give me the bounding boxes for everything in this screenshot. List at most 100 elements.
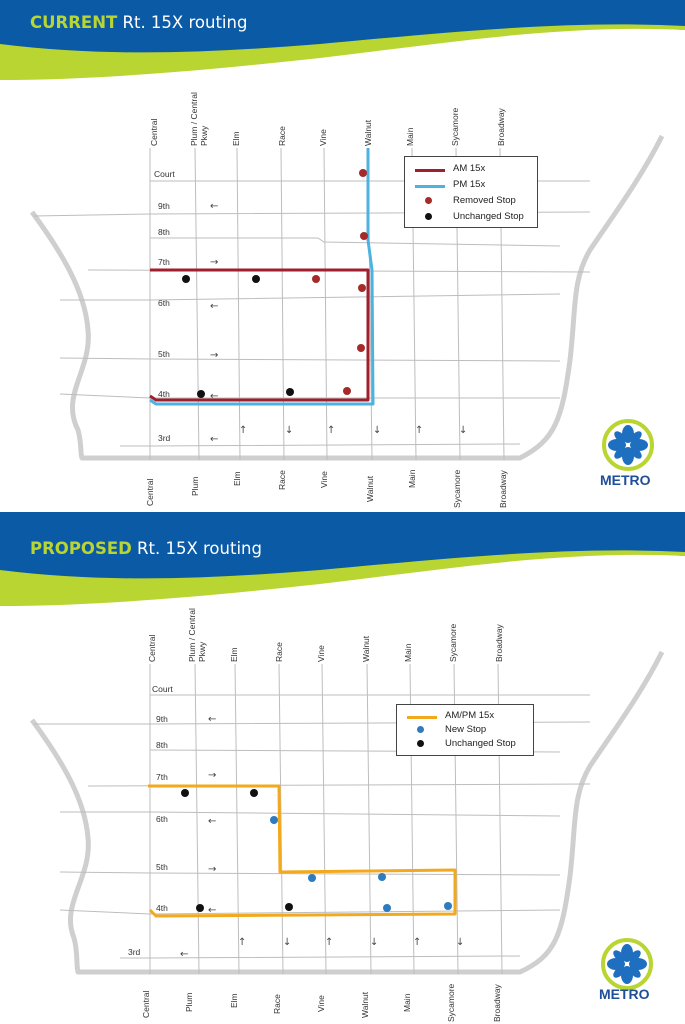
unchanged-stop bbox=[181, 789, 189, 797]
street-race bbox=[280, 147, 285, 461]
label-central-top: Central bbox=[149, 118, 159, 146]
label-vine-bottom: Vine bbox=[316, 995, 326, 1012]
street-6th bbox=[60, 293, 561, 301]
new-stop bbox=[270, 816, 278, 824]
removed-stop bbox=[312, 275, 320, 283]
unchanged-stops bbox=[181, 789, 293, 912]
current-title: CURRENT Rt. 15X routing bbox=[30, 13, 247, 32]
legend-label: AM/PM 15x bbox=[445, 710, 495, 721]
label-elm-top: Elm bbox=[231, 131, 241, 146]
arrow-main: ↑ bbox=[415, 425, 423, 436]
metro-logo-icon bbox=[602, 419, 654, 471]
label-broadway-bottom: Broadway bbox=[498, 469, 508, 508]
removed-stops bbox=[312, 169, 368, 395]
label-8th: 8th bbox=[158, 227, 170, 237]
label-main-top: Main bbox=[405, 127, 415, 146]
label-pkwy-top: Pkwy bbox=[199, 125, 209, 146]
bottom-street-labels: Central Plum Elm Race Vine Walnut Main S… bbox=[141, 983, 502, 1022]
proposed-title-rest: Rt. 15X routing bbox=[131, 539, 262, 558]
label-race-bottom: Race bbox=[277, 470, 287, 490]
top-street-labels: Central Plum / Central Pkwy Elm Race Vin… bbox=[149, 92, 506, 146]
legend-swatch bbox=[425, 213, 432, 220]
arrow-vine: ↑ bbox=[325, 937, 333, 948]
label-central-bottom: Central bbox=[145, 478, 155, 506]
street-race bbox=[278, 663, 284, 975]
legend-label: Unchanged Stop bbox=[445, 738, 516, 749]
arrow-vine: ↑ bbox=[327, 425, 335, 436]
removed-stop bbox=[343, 387, 351, 395]
label-central-top: Central bbox=[147, 634, 157, 662]
label-main-bottom: Main bbox=[407, 469, 417, 488]
unchanged-stop bbox=[182, 275, 190, 283]
header-green-swoosh bbox=[0, 24, 685, 80]
label-3rd: 3rd bbox=[128, 947, 141, 957]
new-stop bbox=[308, 874, 316, 882]
current-title-highlight: CURRENT bbox=[30, 13, 118, 32]
header-blue-band bbox=[0, 0, 685, 66]
label-vine-top: Vine bbox=[318, 129, 328, 146]
label-court: Court bbox=[152, 684, 173, 694]
label-5th: 5th bbox=[158, 349, 170, 359]
arrow-6th: ← bbox=[210, 301, 218, 312]
top-street-labels: Central Plum / Central Pkwy Elm Race Vin… bbox=[147, 608, 504, 662]
legend-swatch bbox=[417, 726, 424, 733]
cross-street-labels: Court 9th 8th 7th 6th 5th 4th 3rd bbox=[154, 169, 175, 443]
legend-item-ampm: AM/PM 15x bbox=[397, 710, 533, 724]
one-way-arrows: ← → ← → ← ← ↑ ↓ ↑ ↓ ↑ ↓ bbox=[180, 714, 464, 960]
current-title-rest: Rt. 15X routing bbox=[117, 13, 248, 32]
pm-15x-route bbox=[149, 148, 375, 406]
arrow-race: ↓ bbox=[283, 937, 291, 948]
current-map: Central Plum / Central Pkwy Elm Race Vin… bbox=[0, 0, 685, 508]
unchanged-stop bbox=[285, 903, 293, 911]
arrow-7th: → bbox=[210, 257, 218, 268]
label-sycamore-bottom: Sycamore bbox=[452, 469, 462, 508]
street-vine bbox=[323, 147, 328, 461]
removed-stop bbox=[360, 232, 368, 240]
highway-loop bbox=[29, 134, 665, 461]
arrow-elm: ↑ bbox=[238, 937, 246, 948]
street-4th bbox=[59, 393, 560, 399]
street-4th bbox=[59, 909, 561, 915]
label-9th: 9th bbox=[156, 714, 168, 724]
label-walnut-top: Walnut bbox=[361, 635, 371, 662]
label-7th: 7th bbox=[156, 772, 168, 782]
proposed-title-highlight: PROPOSED bbox=[30, 539, 132, 558]
label-3rd: 3rd bbox=[158, 433, 171, 443]
label-plum-bottom: Plum bbox=[190, 477, 200, 496]
label-race-top: Race bbox=[277, 126, 287, 146]
label-elm-top: Elm bbox=[229, 647, 239, 662]
arrow-5th: → bbox=[208, 864, 216, 875]
legend-item-new: New Stop bbox=[397, 724, 533, 738]
proposed-map: Central Plum / Central Pkwy Elm Race Vin… bbox=[0, 512, 685, 1022]
legend-swatch bbox=[417, 740, 424, 747]
label-main-bottom: Main bbox=[402, 993, 412, 1012]
metro-logo-icon bbox=[601, 938, 653, 990]
label-vine-top: Vine bbox=[316, 645, 326, 662]
unchanged-stop bbox=[197, 390, 205, 398]
arrow-3rd: ← bbox=[180, 949, 188, 960]
removed-stop bbox=[359, 169, 367, 177]
legend-label: Unchanged Stop bbox=[453, 211, 524, 222]
label-4th: 4th bbox=[156, 903, 168, 913]
label-4th: 4th bbox=[158, 389, 170, 399]
street-plum bbox=[194, 663, 200, 975]
current-routing-panel: Central Plum / Central Pkwy Elm Race Vin… bbox=[0, 0, 685, 508]
am-pm-15x-route bbox=[148, 784, 457, 918]
arrow-4th: ← bbox=[210, 391, 218, 402]
proposed-routing-panel: Central Plum / Central Pkwy Elm Race Vin… bbox=[0, 512, 685, 1024]
street-5th bbox=[59, 871, 561, 876]
legend-item-unchanged: Unchanged Stop bbox=[397, 738, 533, 752]
label-9th: 9th bbox=[158, 201, 170, 211]
label-elm-bottom: Elm bbox=[229, 993, 239, 1008]
unchanged-stop bbox=[250, 789, 258, 797]
street-elm bbox=[234, 663, 240, 975]
legend-swatch bbox=[407, 716, 437, 719]
legend-swatch bbox=[415, 185, 445, 188]
label-elm-bottom: Elm bbox=[232, 471, 242, 486]
cross-street-labels: Court 9th 8th 7th 6th 5th 4th 3rd bbox=[128, 684, 173, 957]
unchanged-stops bbox=[182, 275, 294, 398]
legend-swatch bbox=[425, 197, 432, 204]
label-6th: 6th bbox=[156, 814, 168, 824]
arrow-walnut: ↓ bbox=[370, 937, 378, 948]
label-plum-top: Plum / Central bbox=[187, 608, 197, 662]
